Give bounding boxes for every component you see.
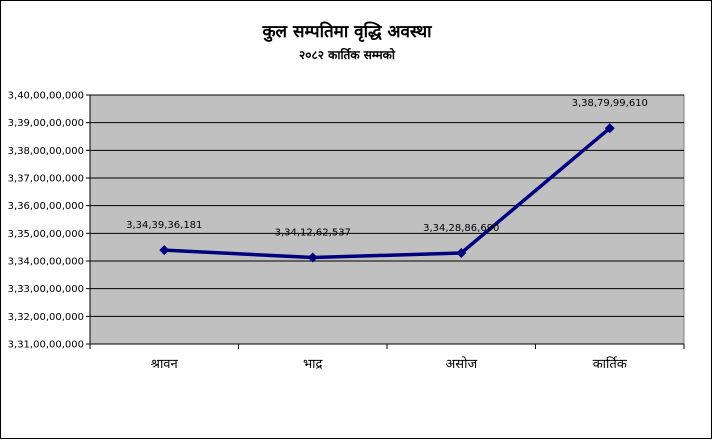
y-axis: 3,31,00,00,000 3,32,00,00,000 3,33,00,00,0… [8, 91, 91, 351]
y-tick-label: 3,35,00,00,000 [8, 229, 84, 240]
data-label: 3,34,39,36,181 [126, 220, 202, 231]
series-line [164, 126, 611, 260]
y-tick-label: 3,31,00,00,000 [8, 340, 84, 351]
y-tick-label: 3,39,00,00,000 [8, 118, 84, 129]
y-tick-label: 3,38,00,00,000 [8, 146, 84, 157]
data-label: 3,34,12,62,537 [275, 228, 351, 239]
data-point-marker [307, 252, 318, 263]
data-point-marker [159, 245, 170, 256]
y-tick-label: 3,34,00,00,000 [8, 257, 84, 268]
data-point-marker [604, 123, 615, 134]
chart-title: कुल सम्पतिमा वृद्धि अवस्था [262, 21, 433, 42]
y-tick-label: 3,36,00,00,000 [8, 201, 84, 212]
plot-area [89, 94, 685, 345]
series-group: 3,34,39,36,181 3,34,12,62,537 3,34,28,86,6… [126, 98, 648, 263]
y-tick-label: 3,33,00,00,000 [8, 284, 84, 295]
data-point-marker [456, 248, 467, 259]
data-label: 3,34,28,86,690 [423, 223, 499, 234]
x-tick-label: कार्तिक [593, 356, 628, 372]
x-tick-label: भाद्र [303, 357, 324, 372]
y-tick-label: 3,32,00,00,000 [8, 312, 84, 323]
y-tick-label: 3,40,00,00,000 [8, 91, 84, 102]
x-axis: श्रावन भाद्र असोज कार्तिक [89, 343, 685, 372]
data-label: 3,38,79,99,610 [572, 98, 648, 109]
y-tick-label: 3,37,00,00,000 [8, 174, 84, 185]
x-tick-label: असोज [445, 356, 477, 372]
x-tick-label: श्रावन [151, 357, 179, 372]
chart-subtitle: २०८२ कार्तिक सम्मको [299, 48, 396, 62]
